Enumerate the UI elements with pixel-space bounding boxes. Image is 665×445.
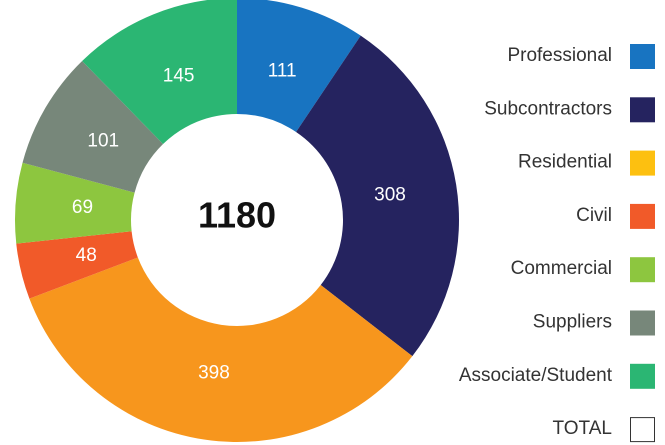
legend-label: Subcontractors — [484, 98, 612, 119]
legend-label: Associate/Student — [459, 365, 613, 386]
donut-segment — [29, 257, 413, 443]
donut-segment — [296, 35, 459, 357]
legend-label: Professional — [507, 45, 612, 66]
segment-label: 48 — [76, 245, 97, 266]
legend-label: Commercial — [511, 258, 612, 279]
legend-swatch — [630, 310, 655, 336]
donut-segment — [237, 0, 361, 132]
legend-label: Suppliers — [533, 312, 612, 333]
segment-label: 398 — [198, 362, 230, 383]
donut-segment — [15, 162, 135, 244]
legend-swatch — [630, 150, 655, 176]
legend-swatch — [630, 44, 655, 69]
segment-label: 308 — [374, 184, 406, 205]
legend: Professional Subcontractors Residential Civ… — [459, 44, 655, 443]
legend-label: Civil — [576, 205, 612, 226]
legend-swatch — [630, 363, 655, 389]
legend-label: TOTAL — [553, 418, 612, 439]
donut-segment — [82, 0, 237, 145]
legend-swatch — [630, 417, 655, 443]
segment-label: 111 — [268, 61, 297, 82]
segment-label: 101 — [87, 131, 119, 152]
legend-swatch — [630, 203, 655, 229]
donut: 111 308 398 48 69 101 145 1180 — [15, 0, 459, 443]
total-value: 1180 — [198, 195, 276, 236]
donut-segment — [16, 231, 138, 299]
segment-label: 69 — [72, 197, 93, 218]
legend-swatch — [630, 257, 655, 283]
segment-label: 145 — [163, 65, 195, 86]
donut-segment — [22, 60, 164, 193]
legend-label: Residential — [518, 152, 612, 173]
legend-swatch — [630, 97, 655, 123]
